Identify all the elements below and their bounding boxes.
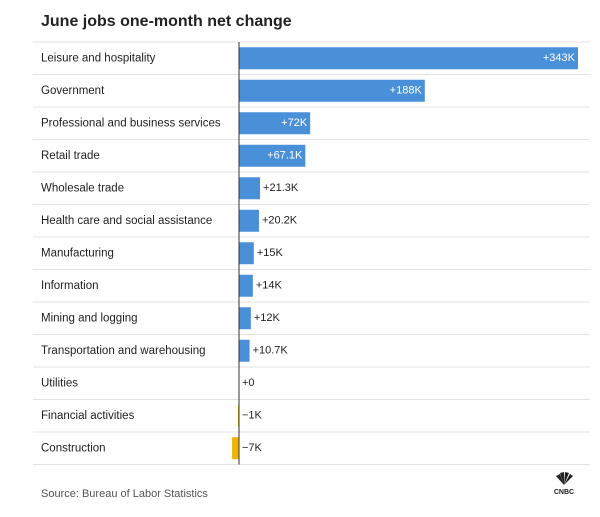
- bar: [239, 242, 254, 265]
- bar: [239, 307, 251, 330]
- value-label: +0: [242, 377, 255, 389]
- value-label: −7K: [242, 442, 263, 454]
- category-label: Leisure and hospitality: [41, 52, 156, 64]
- chart-title: June jobs one-month net change: [41, 13, 292, 30]
- value-label: +67.1K: [267, 150, 303, 162]
- logo-mark: [556, 472, 573, 485]
- category-label: Transportation and warehousing: [41, 345, 206, 357]
- value-label: +14K: [256, 280, 283, 292]
- bar: [239, 209, 259, 232]
- category-label: Utilities: [41, 377, 78, 389]
- value-label: +15K: [257, 247, 284, 259]
- bar: [239, 274, 253, 297]
- bar: [239, 339, 250, 362]
- category-label: Professional and business services: [41, 117, 221, 129]
- category-label: Construction: [41, 442, 106, 454]
- source: Source: Bureau of Labor Statistics: [41, 488, 208, 500]
- bar: [239, 112, 311, 135]
- bar: [232, 437, 239, 460]
- logo-text: CNBC: [554, 489, 574, 496]
- category-label: Manufacturing: [41, 247, 114, 259]
- bar: [239, 144, 306, 167]
- value-label: +188K: [390, 85, 423, 97]
- value-label: +10.7K: [253, 345, 289, 357]
- bar: [239, 47, 578, 70]
- value-label: +343K: [543, 52, 576, 64]
- value-label: +72K: [281, 117, 308, 129]
- value-label: +21.3K: [263, 182, 299, 194]
- category-label: Information: [41, 280, 99, 292]
- category-label: Wholesale trade: [41, 182, 124, 194]
- value-label: +20.2K: [262, 215, 298, 227]
- category-label: Government: [41, 85, 105, 97]
- logo: CNBC: [554, 472, 574, 496]
- category-label: Health care and social assistance: [41, 215, 212, 227]
- category-label: Mining and logging: [41, 312, 138, 324]
- category-label: Retail trade: [41, 150, 100, 162]
- category-label: Financial activities: [41, 410, 135, 422]
- bar: [239, 79, 425, 102]
- bar: [239, 177, 261, 200]
- value-label: +12K: [254, 312, 281, 324]
- value-label: −1K: [242, 410, 263, 422]
